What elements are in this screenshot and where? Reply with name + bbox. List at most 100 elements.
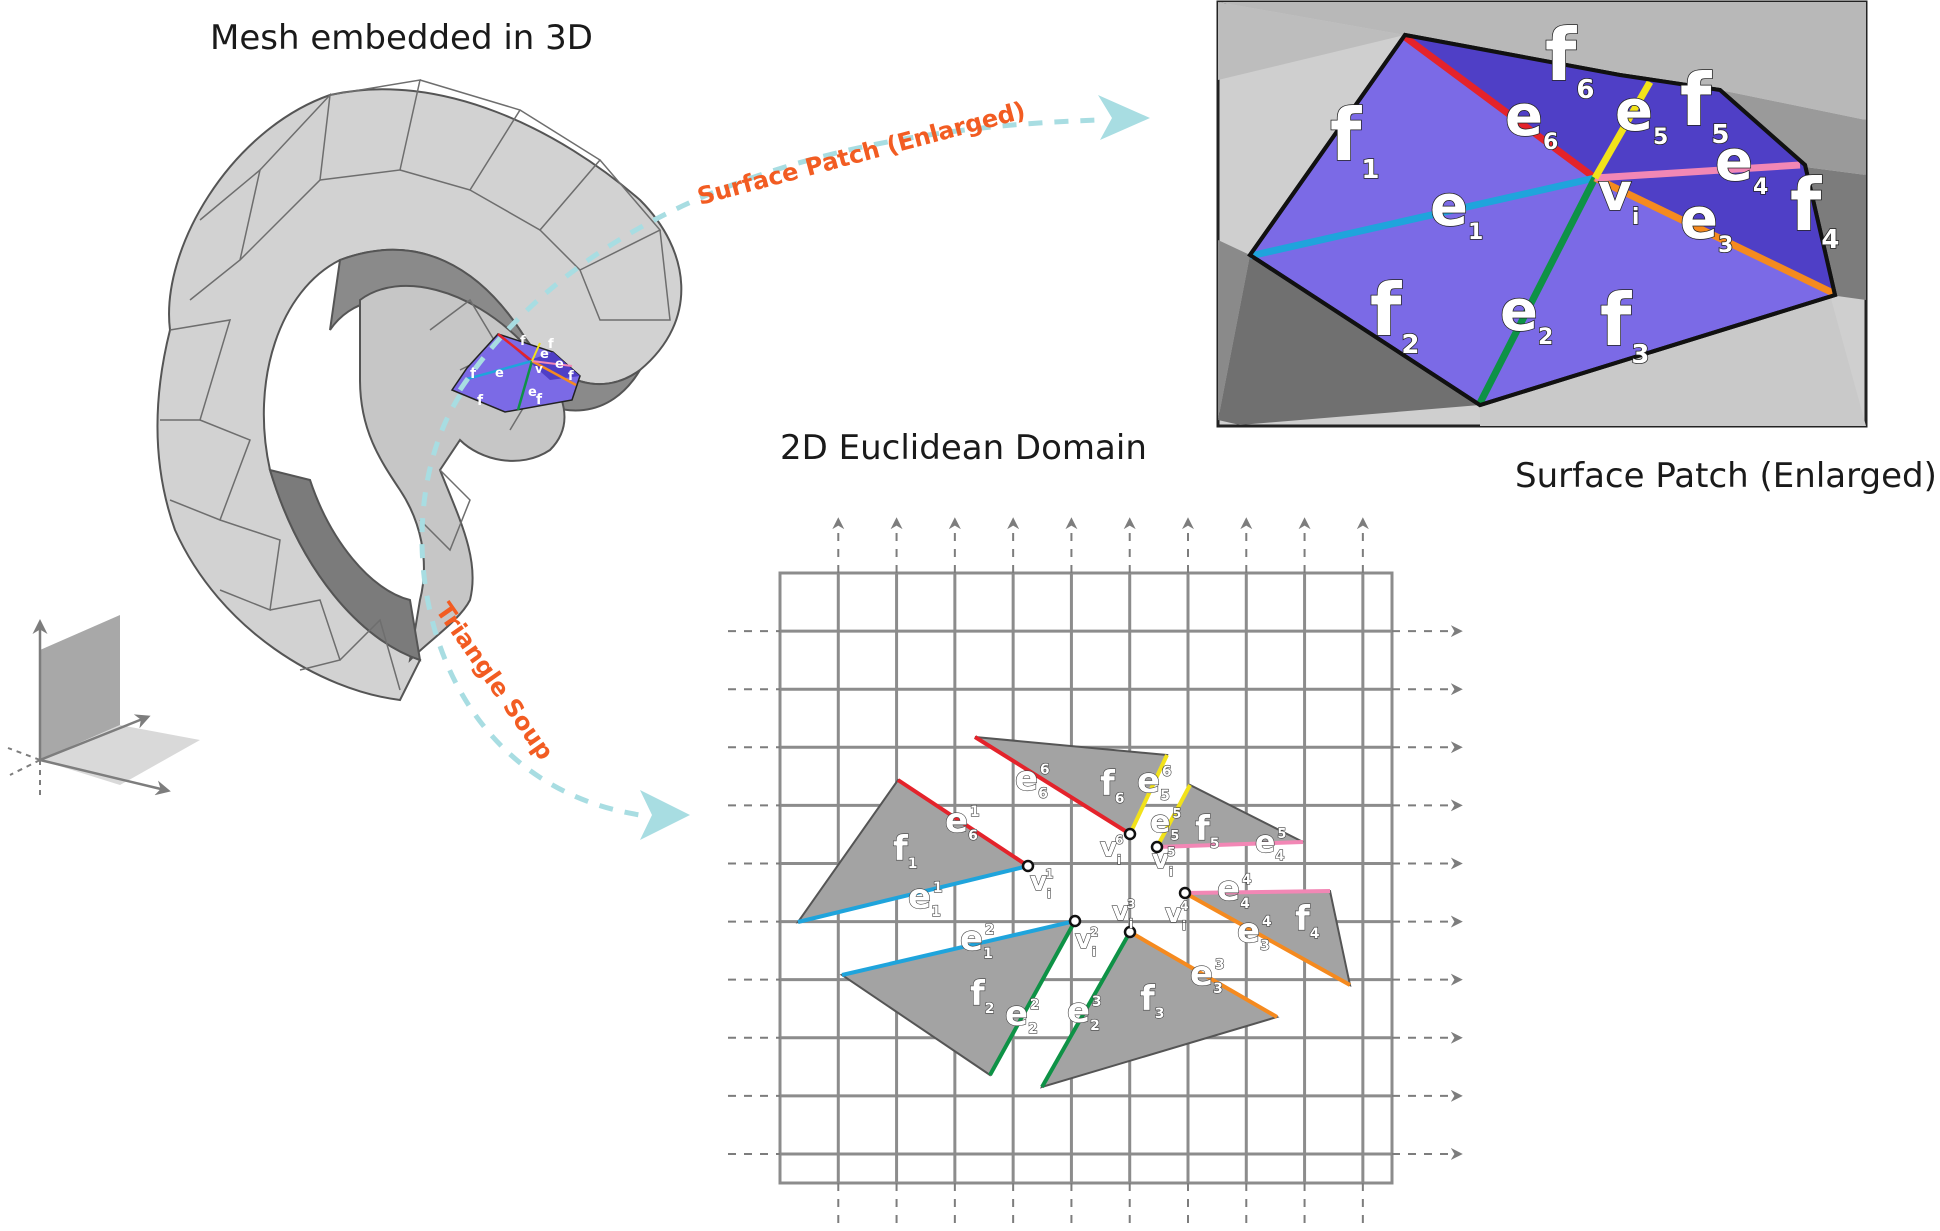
soup-sup: 5 [1167,845,1175,859]
svg-text:e3: e3 [1680,187,1733,258]
soup-sup: 3 [1127,897,1135,911]
soup-sub: 6 [1115,791,1125,807]
soup-sub: 2 [1028,1021,1038,1037]
soup-label: v [1152,845,1169,875]
soup-label: f [970,974,986,1014]
svg-text:vi5: vi 5 [1152,845,1175,879]
svg-text:f3: f3 [1600,278,1649,370]
soup-label: e [908,877,931,917]
patch-vertex-label: v [1598,163,1632,223]
soup-label: f [1195,809,1211,849]
euclidean-grid [728,517,1463,1228]
patch-face-sub: 2 [1401,330,1419,360]
soup-sup: 2 [985,922,995,938]
soup-sub: i [1092,945,1096,959]
svg-text:f1: f1 [893,829,918,872]
patch-edge-label: e [1715,129,1753,194]
soup-sub: 6 [1038,786,1048,802]
svg-text:e5: e5 [1615,79,1668,150]
svg-text:f6: f6 [1545,13,1594,105]
caption-domain: 2D Euclidean Domain [780,428,1147,468]
svg-text:e45: e4 5 [1255,825,1286,864]
soup-label: e [1190,954,1213,994]
soup-sub: 4 [1275,849,1284,864]
mesh-3d: f f f e e e e v f f f [156,79,683,702]
patch-face-sub: 3 [1631,340,1649,370]
patch-edge-label: e [1430,174,1468,239]
mini-label: e [555,357,564,372]
soup-sub: 3 [1213,981,1223,997]
svg-text:f6: f6 [1100,764,1125,807]
svg-text:e4: e4 [1715,129,1768,200]
soup-sup: 1 [1045,867,1053,881]
axis-glyph [7,615,200,800]
caption-mesh: Mesh embedded in 3D [210,18,593,58]
patch-edge-sub: 4 [1753,175,1768,200]
mini-label: f [548,337,554,352]
soup-sub: 4 [1310,926,1320,942]
soup-label: e [1137,761,1160,801]
svg-text:f4: f4 [1295,899,1320,942]
caption-patch: Surface Patch (Enlarged) [1515,456,1937,496]
soup-sub: 1 [908,856,918,872]
svg-text:e55: e5 5 [1150,805,1181,844]
svg-text:e61: e6 1 [945,801,980,844]
soup-label: e [1217,869,1240,909]
mini-label: e [540,347,549,362]
soup-sub: 5 [1210,836,1220,852]
patch-edge-sub: 2 [1538,325,1553,350]
soup-sup: 2 [1030,997,1040,1013]
svg-text:e44: e4 4 [1217,869,1252,912]
soup-sub: 2 [985,1001,995,1017]
connector-label-patch: Surface Patch (Enlarged) [694,96,1028,211]
connector-to-soup: Triangle Soup [419,393,690,840]
patch-face-sub: 1 [1361,155,1379,185]
patch-face-sub: 5 [1711,120,1729,150]
svg-text:f1: f1 [1330,93,1379,185]
soup-label: v [1075,925,1092,955]
svg-text:e22: e2 2 [1005,994,1040,1037]
svg-text:f4: f4 [1790,163,1839,255]
soup-sup: 3 [1215,957,1225,973]
soup-sup: 3 [1092,994,1102,1010]
soup-sup: 6 [1115,833,1123,847]
svg-text:vi4: vi 4 [1165,899,1188,933]
patch-face-label: f [1680,58,1712,142]
svg-text:e1: e1 [1430,174,1483,245]
svg-text:e2: e2 [1500,279,1553,350]
svg-text:e56: e5 6 [1137,761,1172,804]
svg-text:vi: vi [1598,163,1639,230]
patch-vertex-sub: i [1632,205,1640,230]
soup-sup: 6 [1162,764,1172,780]
svg-text:e34: e3 4 [1237,911,1272,954]
patch-edge-sub: 1 [1468,220,1483,245]
patch-edge-sub: 3 [1718,233,1733,258]
svg-text:f5: f5 [1195,809,1220,852]
soup-sub: 3 [1155,1006,1165,1022]
soup-sub: 1 [983,946,993,962]
soup-label: e [1255,825,1275,860]
mini-label: v [535,362,543,376]
soup-label: f [1100,764,1116,804]
patch-face-label: f [1330,93,1362,177]
soup-label: f [1295,899,1311,939]
svg-text:e11: e1 1 [908,877,943,920]
patch-edge-sub: 5 [1653,125,1668,150]
soup-label: e [945,801,968,841]
soup-label: f [893,829,909,869]
soup-label: e [1067,991,1090,1031]
patch-face-label: f [1370,268,1402,352]
mini-label: e [528,385,537,400]
soup-sup: 4 [1180,899,1188,913]
svg-text:vi6: vi 6 [1100,833,1123,867]
patch-face-sub: 6 [1576,75,1594,105]
soup-sub: 4 [1240,896,1250,912]
patch-face-label: f [1790,163,1822,247]
svg-text:vi3: vi 3 [1112,897,1135,931]
soup-sub: i [1182,919,1186,933]
svg-text:e66: e6 6 [1015,759,1050,802]
mini-label: f [470,366,477,382]
soup-sub: 5 [1170,829,1179,844]
triangle-soup: f1 e61 e11 vi1 f2 e12 e22 vi2 f3 e23 e33… [795,735,1352,1089]
svg-text:vi2: vi 2 [1075,925,1098,959]
